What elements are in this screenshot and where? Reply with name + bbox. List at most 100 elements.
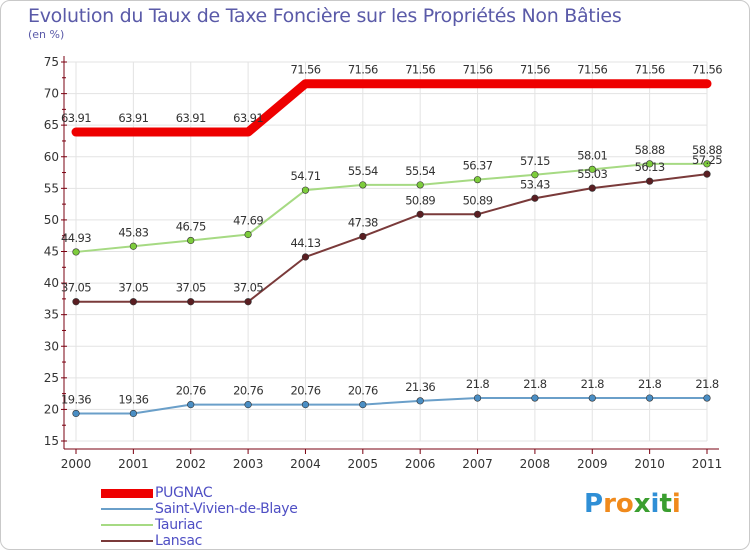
x-tick-label: 2003	[233, 457, 264, 471]
data-label: 71.56	[635, 63, 665, 77]
data-label: 21.8	[581, 377, 604, 391]
data-point	[301, 186, 310, 194]
data-label: 56.13	[635, 160, 665, 174]
chart-subtitle: (en %)	[28, 28, 65, 41]
y-tick-label: 65	[44, 118, 59, 132]
data-label: 21.8	[695, 377, 718, 391]
legend-swatch	[101, 524, 153, 526]
x-tick-label: 2001	[118, 457, 149, 471]
data-label: 71.56	[290, 63, 320, 77]
series-lansac: 37.05 37.05 37.05 37.05 44.13 47.38 50.89 50.89…	[61, 153, 723, 306]
data-point	[72, 409, 80, 418]
data-point	[301, 401, 310, 409]
data-label: 45.83	[118, 225, 148, 239]
data-point	[531, 394, 539, 402]
data-point	[244, 298, 252, 306]
series-tauriac: 44.93 45.83 46.75 47.69 54.71 55.54 55.54 56.37…	[61, 143, 723, 256]
data-point	[646, 177, 654, 185]
data-label: 20.76	[176, 384, 206, 398]
data-point	[703, 394, 711, 402]
data-label: 55.54	[405, 164, 435, 178]
x-tick-label: 2002	[175, 457, 206, 471]
data-label: 63.91	[118, 111, 148, 125]
y-tick-label: 35	[44, 308, 59, 322]
logo-letter: P	[584, 489, 604, 519]
x-tick-label: 2005	[348, 457, 379, 471]
data-label: 54.71	[290, 169, 320, 183]
data-label: 63.91	[176, 111, 206, 125]
legend-label: Saint-Vivien-de-Blaye	[155, 501, 298, 517]
data-label: 53.43	[520, 177, 550, 191]
series-line	[75, 173, 708, 303]
legend-label: Tauriac	[155, 517, 203, 533]
data-label: 58.01	[577, 148, 607, 162]
data-label: 50.89	[405, 193, 435, 207]
x-tick-label: 2010	[634, 457, 665, 471]
x-tick-label: 2008	[520, 457, 551, 471]
data-label: 55.03	[577, 167, 607, 181]
proxiti-logo: Proxiti	[584, 489, 681, 519]
series-line	[75, 162, 708, 253]
series-line	[71, 79, 712, 137]
data-label: 47.69	[233, 214, 263, 228]
data-label: 71.56	[405, 63, 435, 77]
logo-letter: o	[615, 489, 634, 519]
data-point	[473, 176, 482, 184]
data-point	[531, 171, 539, 179]
data-label: 19.36	[61, 392, 91, 406]
y-tick-label: 55	[44, 181, 59, 195]
data-label: 44.93	[61, 231, 91, 245]
data-point	[531, 194, 539, 202]
data-label: 20.76	[233, 384, 263, 398]
x-tick-label: 2007	[462, 457, 493, 471]
legend-swatch	[101, 508, 153, 510]
data-label: 44.13	[290, 236, 320, 250]
y-tick-label: 25	[44, 371, 59, 385]
data-label: 37.05	[233, 281, 263, 295]
data-point	[301, 253, 310, 261]
data-point	[129, 242, 137, 250]
x-tick-label: 2011	[692, 457, 723, 471]
y-tick-label: 75	[44, 55, 59, 69]
logo-letter: r	[603, 489, 616, 519]
data-label: 58.88	[635, 143, 665, 157]
data-point	[416, 397, 424, 405]
data-label: 55.54	[348, 164, 378, 178]
x-tick-label: 2000	[61, 457, 92, 471]
data-label: 21.36	[405, 380, 435, 394]
data-label: 71.56	[520, 63, 550, 77]
y-tick-label: 20	[44, 402, 59, 416]
y-tick-label: 70	[44, 87, 59, 101]
data-point	[646, 394, 654, 402]
data-point	[359, 232, 367, 241]
data-label: 37.05	[176, 281, 206, 295]
data-label: 20.76	[290, 384, 320, 398]
grid	[64, 61, 708, 442]
data-point	[703, 160, 711, 168]
x-tick-label: 2004	[290, 457, 321, 471]
y-tick-label: 40	[44, 276, 59, 290]
data-label: 19.36	[118, 392, 148, 406]
logo-letter: i	[650, 489, 660, 519]
data-point	[129, 298, 137, 306]
series-pugnac: 63.91 63.91 63.91 63.91 71.56 71.56 71.56 71.56…	[61, 63, 723, 137]
y-tick-label: 50	[44, 213, 59, 227]
data-label: 71.56	[463, 63, 493, 77]
data-label: 21.8	[638, 377, 661, 391]
data-label: 21.8	[466, 377, 489, 391]
data-point	[187, 298, 195, 306]
data-label: 20.76	[348, 384, 378, 398]
data-point	[473, 394, 482, 402]
legend-swatch	[101, 488, 153, 498]
series-line	[75, 397, 708, 415]
data-label: 71.56	[577, 63, 607, 77]
data-point	[588, 165, 596, 173]
legend-label: Lansac	[155, 533, 203, 549]
x-tick-label: 2006	[405, 457, 436, 471]
data-point	[129, 409, 137, 418]
data-label: 37.05	[61, 281, 91, 295]
data-point	[359, 401, 367, 409]
data-point	[588, 394, 596, 402]
